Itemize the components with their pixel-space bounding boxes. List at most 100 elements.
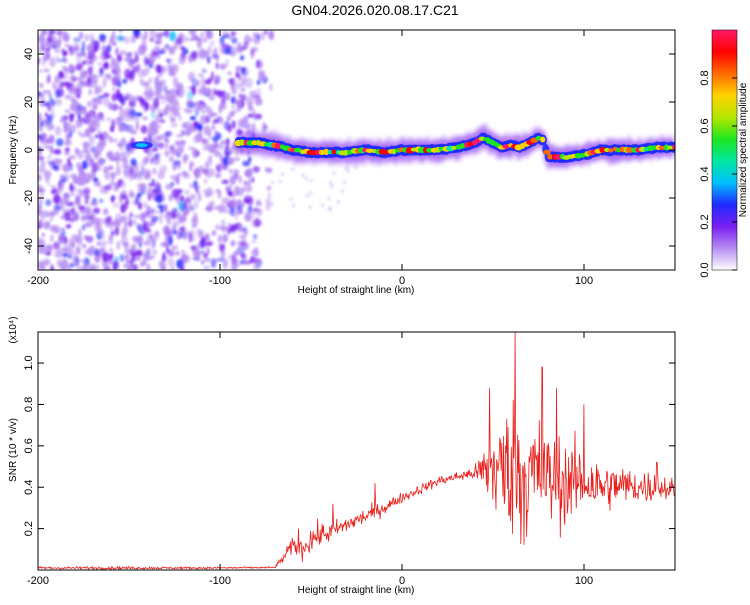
speckle bbox=[146, 234, 151, 245]
speckle bbox=[327, 206, 331, 211]
speckle bbox=[54, 49, 62, 53]
speckle bbox=[223, 258, 229, 267]
speckle bbox=[220, 104, 226, 110]
speckle bbox=[85, 235, 94, 243]
speckle bbox=[231, 120, 236, 129]
speckle bbox=[236, 199, 242, 207]
speckle bbox=[72, 234, 79, 239]
speckle bbox=[232, 192, 236, 199]
speckle bbox=[227, 124, 232, 133]
speckle bbox=[183, 201, 188, 210]
speckle bbox=[164, 150, 170, 157]
speckle bbox=[151, 178, 155, 184]
speckle bbox=[210, 71, 215, 81]
speckle bbox=[130, 193, 136, 197]
speckle bbox=[135, 256, 142, 261]
speckle bbox=[99, 198, 104, 204]
speckle bbox=[332, 170, 336, 175]
speckle bbox=[68, 217, 76, 223]
speckle bbox=[291, 167, 295, 172]
speckle bbox=[47, 73, 51, 84]
speckle bbox=[48, 30, 56, 35]
speckle bbox=[140, 125, 148, 134]
speckle bbox=[111, 174, 114, 183]
speckle bbox=[156, 50, 161, 61]
snr-y-tick-label: 0.4 bbox=[23, 480, 35, 495]
speckle bbox=[180, 206, 184, 212]
speckle bbox=[336, 199, 340, 204]
speckle bbox=[233, 173, 239, 178]
speckle bbox=[206, 247, 210, 255]
speckle bbox=[250, 239, 257, 244]
speckle bbox=[151, 208, 155, 214]
speckle bbox=[38, 188, 46, 193]
speckle bbox=[189, 160, 195, 168]
speckle bbox=[47, 177, 51, 187]
speckle bbox=[141, 68, 149, 77]
speckle bbox=[207, 77, 213, 84]
speckle bbox=[256, 207, 263, 217]
speckle bbox=[124, 157, 129, 166]
speckle bbox=[92, 248, 100, 256]
ridge-peak bbox=[535, 135, 542, 141]
speckle bbox=[243, 228, 248, 237]
speckle bbox=[89, 33, 95, 43]
speckle bbox=[80, 258, 84, 263]
speckle bbox=[156, 64, 163, 74]
speckle bbox=[82, 148, 90, 154]
speckle bbox=[247, 210, 251, 215]
speckle bbox=[170, 122, 178, 128]
spectrogram-y-tick-label: 20 bbox=[23, 96, 35, 108]
speckle bbox=[38, 208, 42, 216]
speckle bbox=[122, 78, 128, 84]
speckle bbox=[112, 260, 119, 270]
speckle bbox=[38, 238, 46, 247]
speckle bbox=[134, 65, 140, 73]
speckle bbox=[62, 65, 68, 72]
speckle bbox=[54, 125, 62, 136]
speckle bbox=[154, 180, 161, 190]
speckle bbox=[125, 260, 131, 264]
speckle bbox=[180, 265, 185, 270]
speckle bbox=[201, 138, 209, 144]
speckle bbox=[202, 146, 207, 151]
speckle bbox=[167, 258, 175, 267]
speckle bbox=[79, 106, 85, 113]
speckle bbox=[232, 252, 239, 257]
speckle bbox=[212, 88, 217, 96]
speckle bbox=[142, 168, 151, 178]
speckle bbox=[249, 255, 257, 264]
speckle bbox=[208, 155, 213, 163]
speckle bbox=[206, 57, 211, 64]
ridge-peak bbox=[547, 153, 553, 160]
speckle bbox=[242, 160, 250, 167]
speckle bbox=[221, 226, 229, 231]
speckle bbox=[93, 80, 98, 87]
speckle bbox=[52, 164, 59, 171]
speckle bbox=[196, 38, 203, 49]
speckle bbox=[168, 235, 173, 246]
speckle bbox=[116, 92, 122, 102]
speckle bbox=[102, 97, 110, 107]
speckle bbox=[192, 148, 198, 158]
speckle bbox=[41, 165, 46, 174]
speckle bbox=[79, 70, 88, 79]
speckle bbox=[74, 101, 79, 111]
speckle bbox=[240, 93, 246, 102]
speckle bbox=[63, 128, 69, 133]
speckle bbox=[53, 148, 62, 155]
colorbar-tick-label: 0.4 bbox=[699, 166, 711, 181]
speckle bbox=[76, 53, 82, 64]
speckle bbox=[110, 34, 115, 42]
speckle bbox=[208, 94, 216, 101]
speckle bbox=[108, 135, 112, 143]
speckle bbox=[80, 215, 84, 222]
isolated-feature-core bbox=[135, 143, 148, 148]
speckle bbox=[52, 35, 57, 45]
speckle bbox=[147, 193, 152, 201]
speckle bbox=[168, 156, 175, 163]
speckle bbox=[238, 92, 242, 100]
speckle bbox=[158, 142, 165, 150]
speckle bbox=[64, 109, 70, 113]
speckle bbox=[184, 121, 193, 132]
